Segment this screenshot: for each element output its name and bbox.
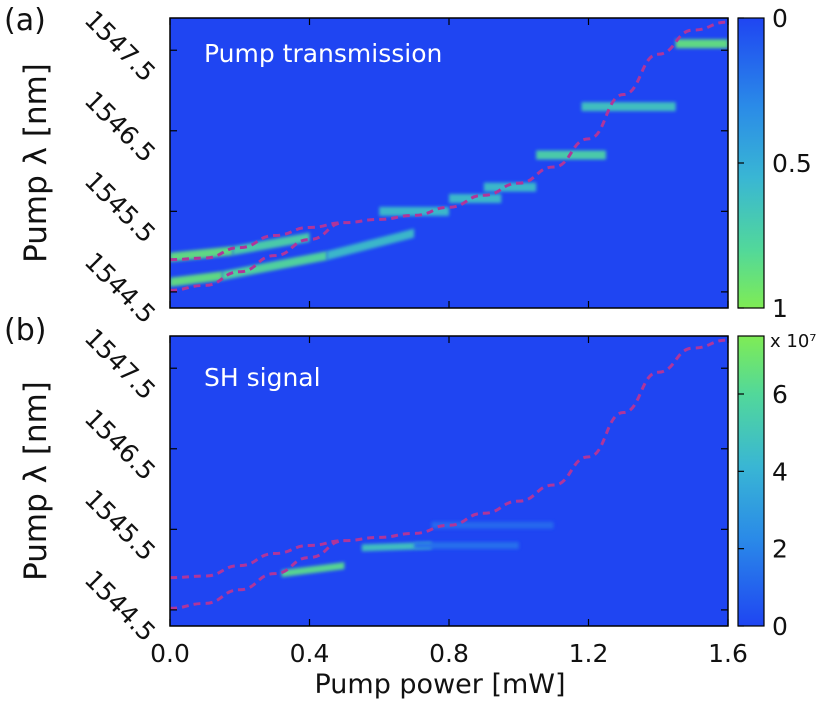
heatmap-feature — [222, 251, 327, 281]
y-tick-label: 1545.5 — [79, 166, 161, 248]
dashed-curve — [170, 221, 345, 292]
panel-a-heatmap — [170, 39, 728, 287]
heatmap-feature — [675, 39, 728, 49]
colorbar-tick-label: 0 — [772, 612, 788, 641]
panel-b-curves — [170, 338, 728, 610]
heatmap-feature — [232, 232, 310, 256]
panel-a-title: Pump transmission — [204, 39, 442, 68]
heatmap-feature — [170, 271, 223, 287]
x-tick-label: 1.2 — [569, 639, 609, 668]
colorbar-tick-label: 2 — [772, 535, 788, 564]
dashed-curve — [170, 539, 345, 610]
x-tick-label: 1.6 — [708, 639, 748, 668]
panel-a-colorbar-ticks: 00.51 — [738, 4, 812, 323]
y-tick-label: 1544.5 — [79, 247, 161, 329]
colorbar-tick-label: 0 — [772, 4, 788, 33]
x-tick-label: 0.4 — [290, 639, 330, 668]
colorbar-tick-label: 0.5 — [772, 149, 812, 178]
y-tick-label: 1545.5 — [79, 484, 161, 566]
panel-a-label: (a) — [4, 3, 46, 38]
heatmap-feature — [379, 206, 449, 216]
panel-a-curves — [170, 20, 728, 292]
heatmap-feature — [326, 228, 415, 261]
y-tick-label: 1547.5 — [79, 323, 161, 405]
panel-a: (a) Pump transmission 1544.51545.51546.5… — [4, 3, 812, 329]
heatmap-feature — [414, 541, 519, 549]
x-axis-label: Pump power [mW] — [314, 669, 565, 700]
panel-a-ylabel: Pump λ [nm] — [18, 63, 54, 263]
x-tick-label: 0.8 — [429, 639, 469, 668]
y-tick-label: 1546.5 — [79, 404, 161, 486]
dashed-curve — [170, 338, 728, 580]
panel-b-colorbar — [737, 335, 765, 627]
x-tick-label: 0.0 — [150, 639, 190, 668]
y-tick-label: 1544.5 — [79, 565, 161, 647]
panel-b-colorbar-exponent: x 10⁷ — [770, 331, 817, 352]
panel-b-title: SH signal — [204, 363, 321, 392]
y-tick-label: 1546.5 — [79, 86, 161, 168]
y-tick-label: 1547.5 — [79, 5, 161, 87]
panel-b-colorbar-ticks: 0 2 4 6 — [738, 380, 788, 641]
panel-a-x-axis — [169, 18, 729, 308]
panel-b-label: (b) — [4, 313, 46, 348]
dashed-curve — [170, 20, 728, 262]
heatmap-feature — [483, 182, 537, 192]
panel-b-ylabel: Pump λ [nm] — [18, 381, 54, 581]
colorbar-tick-label: 6 — [772, 380, 788, 409]
colorbar-tick-label: 4 — [772, 457, 788, 486]
heatmap-feature — [581, 102, 676, 112]
heatmap-feature — [281, 562, 345, 578]
colorbar-tick-label: 1 — [772, 294, 788, 323]
panel-b-x-axis: 0.0 0.4 0.8 1.2 1.6 — [150, 336, 748, 668]
